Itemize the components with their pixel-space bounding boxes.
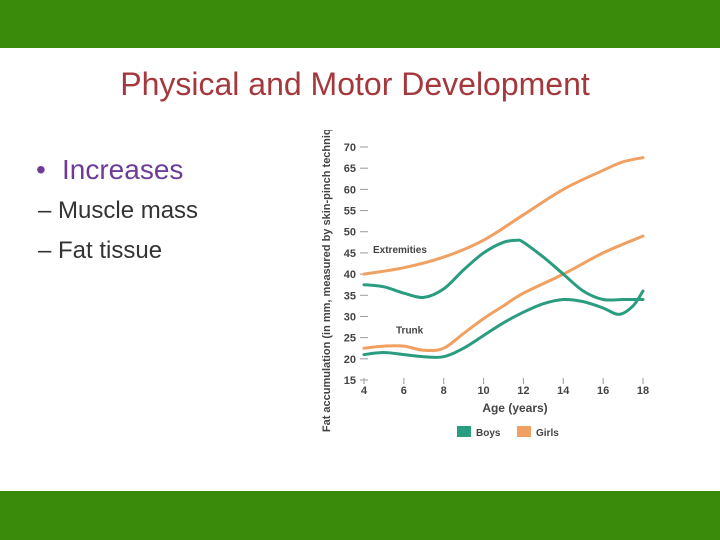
x-tick-label: 8 bbox=[441, 385, 447, 397]
y-tick-label: 20 bbox=[344, 354, 356, 366]
y-tick-label: 45 bbox=[344, 248, 356, 260]
series-line-trunk-boys bbox=[362, 289, 645, 359]
y-tick-label: 55 bbox=[344, 206, 356, 218]
bullet-text: Increases bbox=[62, 154, 184, 185]
x-tick-label: 10 bbox=[477, 385, 489, 397]
bullet-dot: • bbox=[36, 154, 46, 185]
bottom-band bbox=[0, 491, 720, 540]
y-tick-label: 15 bbox=[344, 375, 356, 387]
x-tick-label: 14 bbox=[557, 385, 570, 397]
legend-swatch-boys bbox=[457, 426, 471, 437]
series-line-trunk-girls bbox=[362, 234, 645, 353]
annotation-trunk: Trunk bbox=[396, 325, 424, 336]
x-axis-label: Age (years) bbox=[482, 401, 547, 415]
series-line-extremities-boys bbox=[362, 238, 645, 302]
legend-label-boys: Boys bbox=[476, 428, 501, 439]
y-tick-label: 50 bbox=[344, 227, 356, 239]
y-tick-label: 60 bbox=[344, 184, 356, 196]
series-line-extremities-girls bbox=[362, 156, 645, 276]
y-tick-label: 40 bbox=[344, 269, 356, 281]
y-tick-label: 25 bbox=[344, 333, 356, 345]
slide-title: Physical and Motor Development bbox=[120, 66, 590, 102]
x-tick-label: 18 bbox=[637, 385, 649, 397]
legend-swatch-girls bbox=[517, 426, 531, 437]
sub-item-fat: – Fat tissue bbox=[38, 237, 163, 264]
x-tick-label: 12 bbox=[517, 385, 529, 397]
y-tick-label: 35 bbox=[344, 290, 356, 302]
legend-label-girls: Girls bbox=[536, 428, 559, 439]
x-tick-label: 4 bbox=[361, 385, 368, 397]
bullet-list: • Increases bbox=[36, 150, 183, 190]
y-tick-label: 65 bbox=[344, 163, 356, 175]
bullet-item: • Increases bbox=[36, 150, 183, 190]
sub-item-muscle: – Muscle mass bbox=[38, 197, 199, 224]
x-tick-label: 16 bbox=[597, 385, 609, 397]
x-tick-label: 6 bbox=[401, 385, 407, 397]
y-axis-label: Fat accumulation (in mm, measured by ski… bbox=[321, 130, 333, 432]
y-tick-label: 30 bbox=[344, 311, 356, 323]
annotation-extremities: Extremities bbox=[373, 245, 427, 256]
top-band bbox=[0, 0, 720, 48]
y-tick-label: 70 bbox=[344, 142, 356, 154]
fat-chart: 15 20 25 30 35 40 45 50 55 60 65 70 4 6 8 10 12 14 16 18 Ex… bbox=[321, 130, 649, 439]
